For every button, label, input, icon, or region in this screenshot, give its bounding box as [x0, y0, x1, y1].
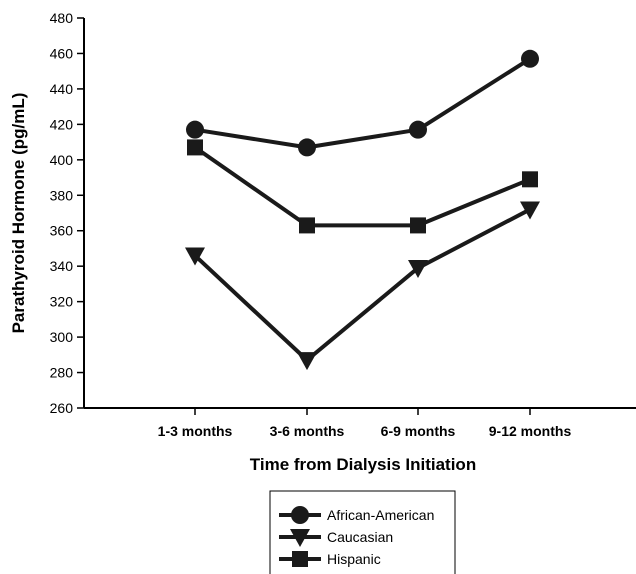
- data-point-african-american: [298, 138, 316, 157]
- x-category-label: 6-9 months: [381, 423, 456, 439]
- y-tick-label: 480: [50, 10, 74, 26]
- data-point-african-american: [409, 120, 427, 139]
- y-tick-label: 400: [50, 152, 74, 168]
- data-point-caucasian: [185, 247, 205, 266]
- series-line: [193, 207, 531, 363]
- series-caucasian: [185, 201, 540, 371]
- series-african-american: [186, 49, 539, 157]
- data-point-caucasian: [520, 201, 540, 220]
- y-tick-label: 420: [50, 116, 74, 132]
- legend-label: Caucasian: [327, 529, 393, 545]
- y-tick-label: 300: [50, 329, 74, 345]
- y-tick-label: 460: [50, 45, 74, 61]
- x-category-label: 3-6 months: [270, 423, 345, 439]
- data-point-hispanic: [522, 171, 538, 188]
- y-ticks: 260 280 300 320 340 360 380 400 420 440 460 480: [50, 10, 84, 416]
- y-tick-label: 260: [50, 400, 74, 416]
- legend-entry: African-American: [279, 506, 434, 524]
- data-point-caucasian: [297, 352, 317, 371]
- series-hispanic: [187, 139, 538, 234]
- y-tick-label: 440: [50, 81, 74, 97]
- legend-label: Hispanic: [327, 551, 381, 567]
- data-point-hispanic: [187, 139, 203, 156]
- legend-entry: Hispanic: [279, 551, 381, 567]
- legend-marker: [290, 529, 310, 547]
- x-category-label: 9-12 months: [489, 423, 572, 439]
- y-tick-label: 280: [50, 365, 74, 381]
- legend-marker: [291, 506, 309, 524]
- y-tick-label: 380: [50, 187, 74, 203]
- legend-entry: Caucasian: [279, 529, 393, 547]
- legend-label: African-American: [327, 507, 434, 523]
- series-line: [194, 57, 532, 150]
- legend-marker: [292, 551, 308, 567]
- y-tick-label: 320: [50, 294, 74, 310]
- data-point-hispanic: [410, 217, 426, 234]
- x-ticks: 1-3 months 3-6 months 6-9 months 9-12 month…: [158, 408, 572, 439]
- data-point-african-american: [186, 120, 204, 139]
- y-axis-title: Parathyroid Hormone (pg/mL): [9, 93, 28, 334]
- series-layer: [185, 49, 540, 371]
- y-tick-label: 340: [50, 258, 74, 274]
- data-point-caucasian: [408, 259, 428, 278]
- x-category-label: 1-3 months: [158, 423, 233, 439]
- axes: [83, 18, 636, 409]
- x-axis-title: Time from Dialysis Initiation: [250, 455, 476, 474]
- data-point-african-american: [521, 49, 539, 68]
- data-point-hispanic: [299, 217, 315, 234]
- series-line: [193, 145, 531, 228]
- y-tick-label: 360: [50, 223, 74, 239]
- legend: African-American Caucasian Hispanic: [269, 490, 456, 574]
